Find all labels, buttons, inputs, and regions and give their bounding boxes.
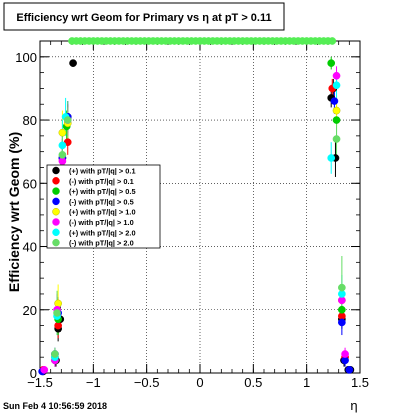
data-point xyxy=(53,309,61,317)
x-axis-label: η xyxy=(350,398,357,413)
data-point xyxy=(58,150,67,159)
y-tick-label: 100 xyxy=(15,50,37,65)
y-tick-label: 20 xyxy=(23,303,37,318)
data-point xyxy=(341,350,349,358)
legend-marker xyxy=(52,207,60,216)
y-tick-label: 40 xyxy=(23,240,37,255)
y-tick-label: 80 xyxy=(23,113,37,128)
data-point xyxy=(332,71,341,80)
chart-title: Efficiency wrt Geom for Primary vs η at … xyxy=(16,12,271,24)
x-tick-label: 1.5 xyxy=(351,375,369,390)
data-points xyxy=(38,37,355,376)
title-box: Efficiency wrt Geom for Primary vs η at … xyxy=(3,2,285,31)
x-tick-label: 1 xyxy=(303,375,310,390)
x-tick-label: 0 xyxy=(196,375,203,390)
legend-marker xyxy=(52,218,60,226)
axis-ticks: −1.5 −1 −0.5 0 0.5 1 1.5 0 20 40 60 80 100 xyxy=(15,40,369,390)
x-tick-label: −1.5 xyxy=(27,375,53,390)
legend-label: (+) with pT/|q| > 0.1 xyxy=(69,167,136,176)
data-point xyxy=(332,135,341,143)
grid xyxy=(40,41,360,373)
legend-label: (-) with pT/|q| > 0.5 xyxy=(69,197,134,206)
data-point xyxy=(327,59,336,67)
data-point xyxy=(338,318,346,327)
data-point xyxy=(40,365,49,374)
data-point xyxy=(327,154,336,162)
legend-marker xyxy=(52,187,60,195)
legend-label: (-) with pT/|q| > 1.0 xyxy=(69,218,134,227)
y-tick-label: 0 xyxy=(30,366,37,381)
legend-marker xyxy=(52,228,60,237)
data-point xyxy=(330,97,339,105)
x-tick-label: −0.5 xyxy=(134,375,160,390)
data-point xyxy=(58,128,67,137)
legend-marker xyxy=(52,238,60,247)
x-tick-label: 0.5 xyxy=(244,375,262,390)
legend-label: (-) with pT/|q| > 0.1 xyxy=(69,177,134,186)
data-point xyxy=(58,141,67,150)
data-point xyxy=(338,305,346,314)
data-point xyxy=(51,350,59,358)
x-tick-label: −1 xyxy=(86,375,101,390)
data-point xyxy=(345,365,354,374)
legend-label: (+) with pT/|q| > 0.5 xyxy=(69,187,136,196)
footer-timestamp: Sun Feb 4 10:56:59 2018 xyxy=(3,401,107,411)
legend-label: (+) with pT/|q| > 1.0 xyxy=(69,208,136,217)
legend-box xyxy=(46,164,161,249)
legend-marker xyxy=(52,166,60,175)
data-point xyxy=(332,106,341,115)
legend-label: (+) with pT/|q| > 2.0 xyxy=(69,228,136,237)
data-point xyxy=(63,116,72,124)
data-point xyxy=(332,81,341,90)
data-point xyxy=(328,37,337,45)
legend-label: (-) with pT/|q| > 2.0 xyxy=(69,239,134,248)
data-point xyxy=(338,283,346,292)
data-point xyxy=(332,116,341,124)
y-axis-label: Efficiency wrt Geom (%) xyxy=(6,132,22,292)
y-tick-label: 60 xyxy=(23,176,37,191)
legend-marker xyxy=(52,177,60,185)
data-point xyxy=(54,299,62,308)
data-point xyxy=(69,59,77,67)
legend-marker xyxy=(52,197,60,206)
legend: (+) with pT/|q| > 0.1(-) with pT/|q| > 0… xyxy=(46,164,161,249)
